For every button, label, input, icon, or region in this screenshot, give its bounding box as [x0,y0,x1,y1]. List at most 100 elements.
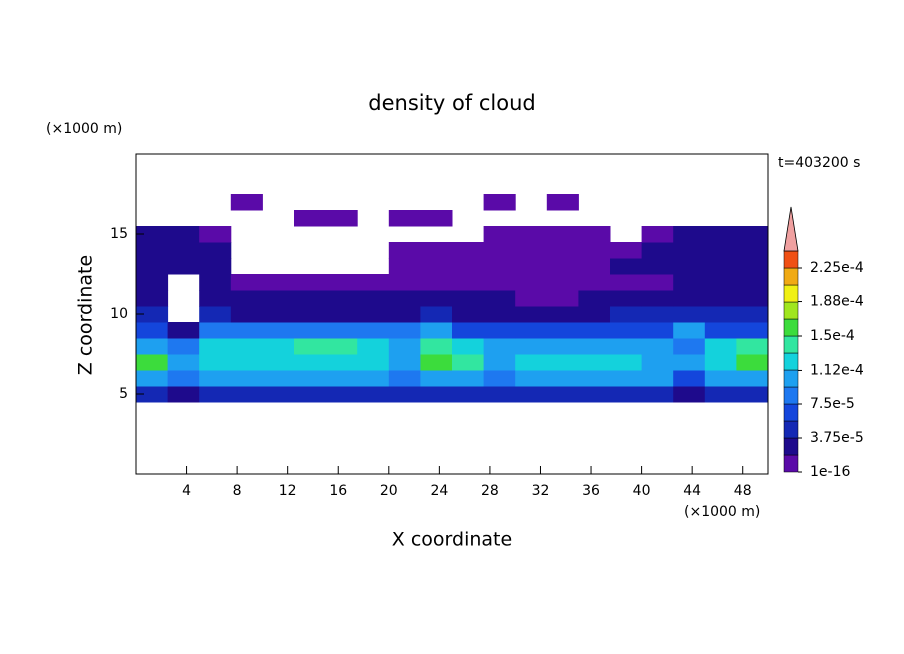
contour-cell [641,370,674,387]
contour-cell [420,290,453,307]
contour-cell [673,370,706,387]
x-tick-label: 32 [532,483,550,499]
contour-cell [641,306,674,323]
contour-cell [167,226,200,243]
contour-cell [357,290,390,307]
contour-cell [546,258,579,275]
x-tick-label: 48 [734,483,752,499]
contour-cell [294,290,327,307]
x-tick-label: 4 [182,483,191,499]
contour-cell [483,386,516,403]
contour-cell [515,258,548,275]
contour-cell [420,274,453,291]
colorbar-extension [783,206,799,252]
contour-cell [420,338,453,355]
contour-cell [452,322,485,339]
contour-cell [136,322,169,339]
contour-cell [546,306,579,323]
contour-cell [546,242,579,259]
contour-cell [452,258,485,275]
contour-cell [610,258,643,275]
x-axis-label: X coordinate [392,529,512,551]
contour-cell [483,354,516,371]
contour-cell [388,290,421,307]
colorbar-band [783,301,799,320]
colorbar-band [783,386,799,405]
contour-cell [294,210,327,227]
contour-cell [294,354,327,371]
contour-cell [641,386,674,403]
contour-cell [230,354,263,371]
contour-cell [736,338,769,355]
contour-cell [420,306,453,323]
contour-cell [420,258,453,275]
contour-cell [704,338,737,355]
contour-cell [546,386,579,403]
contour-cell [673,242,706,259]
contour-cell [704,354,737,371]
contour-cell [515,386,548,403]
contour-cell [736,386,769,403]
contour-cell [736,306,769,323]
contour-cell [704,370,737,387]
colorbar-tick-label: 2.25e-4 [810,260,864,276]
contour-cell [262,354,295,371]
contour-cell [578,242,611,259]
contour-cell [704,290,737,307]
contour-cell [262,322,295,339]
contour-cell [325,338,358,355]
contour-cell [262,274,295,291]
contour-cell [136,386,169,403]
contour-cell [167,386,200,403]
contour-cell [578,274,611,291]
contour-cell [578,370,611,387]
contour-cell [483,370,516,387]
contour-cell [199,370,232,387]
contour-cell [230,370,263,387]
contour-cell [704,226,737,243]
contour-cell [262,290,295,307]
colorbar-band [783,267,799,286]
contour-cell [546,290,579,307]
contour-cell [578,354,611,371]
contour-cell [136,290,169,307]
contour-cell [546,338,579,355]
contour-cell [610,306,643,323]
contour-cell [388,322,421,339]
contour-cell [610,322,643,339]
contour-cell [167,354,200,371]
colorbar-tick-label: 1.12e-4 [810,362,864,378]
contour-cell [230,290,263,307]
contour-cell [262,386,295,403]
contour-cell [199,226,232,243]
contour-cell [578,386,611,403]
contour-cell [199,386,232,403]
contour-cell [325,210,358,227]
contour-cell [388,274,421,291]
colorbar-band [783,250,799,269]
contour-cell [294,274,327,291]
contour-cell [357,370,390,387]
contour-cell [388,386,421,403]
colorbar-band [783,403,799,422]
contour-cell [515,226,548,243]
contour-cell [483,258,516,275]
contour-cell [483,290,516,307]
colorbar-tick-label: 1.5e-4 [810,328,855,344]
contour-cell [673,290,706,307]
contour-cell [578,226,611,243]
colorbar-tick-label: 1.88e-4 [810,294,864,310]
contour-cell [325,370,358,387]
contour-cell [736,290,769,307]
contour-cell [452,274,485,291]
contour-cell [578,322,611,339]
contour-cell [199,354,232,371]
contour-cell [388,242,421,259]
contour-cell [610,290,643,307]
contour-cell [167,338,200,355]
contour-cell [230,338,263,355]
contour-cell [483,226,516,243]
contour-cell [673,226,706,243]
x-tick-label: 20 [380,483,398,499]
